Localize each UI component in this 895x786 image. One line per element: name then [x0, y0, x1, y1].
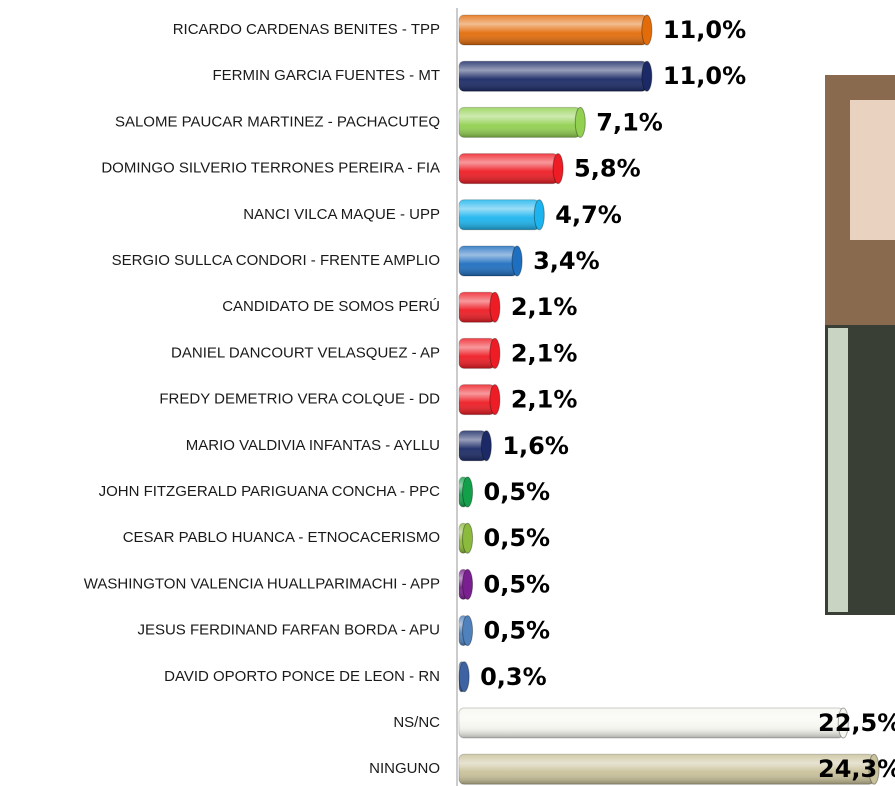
- category-label: CANDIDATO DE SOMOS PERÚ: [222, 298, 440, 315]
- bar-cap: [574, 106, 586, 138]
- bar-shine: [459, 199, 540, 230]
- category-label: MARIO VALDIVIA INFANTAS - AYLLU: [186, 437, 440, 454]
- bar-cap: [462, 568, 474, 600]
- bar-shine: [459, 754, 874, 785]
- bar-shine: [459, 15, 647, 45]
- bar-cap: [489, 337, 501, 369]
- photo-face: [850, 100, 895, 240]
- bar-cap: [480, 430, 492, 462]
- value-label: 2,1%: [511, 339, 578, 367]
- bar-cap: [489, 384, 501, 416]
- bar-shine: [459, 430, 487, 461]
- value-label: 1,6%: [502, 432, 569, 460]
- value-label: 5,8%: [574, 155, 641, 183]
- bar-shine: [459, 246, 518, 276]
- bar-shine: [459, 338, 495, 369]
- value-label: 7,1%: [596, 108, 663, 136]
- bar-cap: [552, 153, 564, 185]
- category-label: SALOME PAUCAR MARTINEZ - PACHACUTEQ: [115, 113, 440, 130]
- value-label: 2,1%: [511, 293, 578, 321]
- value-label: 4,7%: [555, 201, 622, 229]
- category-label: FREDY DEMETRIO VERA COLQUE - DD: [159, 391, 440, 408]
- category-label: FERMIN GARCIA FUENTES - MT: [212, 67, 440, 84]
- category-label: WASHINGTON VALENCIA HUALLPARIMACHI - APP: [84, 575, 440, 592]
- category-label: DAVID OPORTO PONCE DE LEON - RN: [164, 668, 440, 685]
- bar-cap: [489, 291, 501, 323]
- bar-cap: [641, 14, 653, 46]
- category-label: JOHN FITZGERALD PARIGUANA CONCHA - PPC: [99, 483, 441, 500]
- bar-shine: [459, 384, 495, 415]
- category-label: DANIEL DANCOURT VELASQUEZ - AP: [171, 344, 440, 361]
- bar-cap: [641, 60, 653, 92]
- bar-shine: [459, 61, 647, 92]
- bar-shine: [459, 708, 844, 738]
- value-label: 0,5%: [484, 478, 551, 506]
- category-label: RICARDO CARDENAS BENITES - TPP: [173, 21, 440, 38]
- value-label: 2,1%: [511, 386, 578, 414]
- value-label: 24,3%: [818, 755, 895, 783]
- bar-shine: [459, 292, 495, 323]
- category-label: SERGIO SULLCA CONDORI - FRENTE AMPLIO: [112, 252, 440, 269]
- bar-cap: [462, 476, 474, 508]
- bar-cap: [458, 661, 470, 693]
- value-label: 0,3%: [480, 663, 547, 691]
- bar-cap: [511, 245, 523, 277]
- value-label: 0,5%: [484, 617, 551, 645]
- photo-background: [828, 328, 848, 612]
- category-label: JESUS FERDINAND FARFAN BORDA - APU: [137, 622, 440, 639]
- bar-cap: [868, 753, 880, 785]
- value-label: 3,4%: [533, 247, 600, 275]
- bar-cap: [462, 615, 474, 647]
- category-label: DOMINGO SILVERIO TERRONES PEREIRA - FIA: [101, 160, 440, 177]
- value-label: 22,5%: [818, 709, 895, 737]
- bar-cap: [462, 522, 474, 554]
- category-label: NINGUNO: [369, 760, 440, 777]
- category-label: NANCI VILCA MAQUE - UPP: [243, 206, 440, 223]
- category-label: CESAR PABLO HUANCA - ETNOCACERISMO: [123, 529, 440, 546]
- value-label: 11,0%: [663, 62, 746, 90]
- bar-shine: [459, 153, 559, 184]
- value-label: 0,5%: [484, 524, 551, 552]
- bar-cap: [533, 199, 545, 231]
- value-label: 0,5%: [484, 570, 551, 598]
- bar-shine: [459, 107, 581, 138]
- bar-cap: [837, 707, 849, 739]
- value-label: 11,0%: [663, 16, 746, 44]
- category-label: NS/NC: [393, 714, 440, 731]
